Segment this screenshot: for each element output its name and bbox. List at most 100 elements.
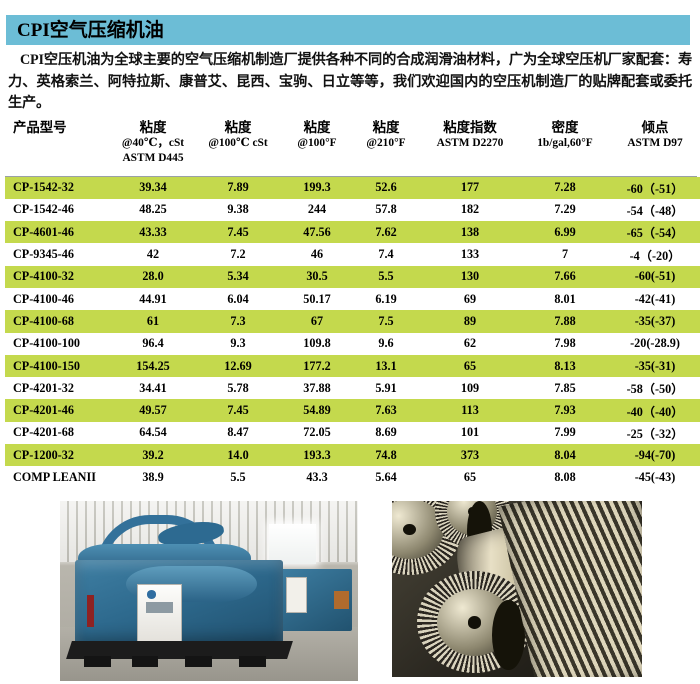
- table-cell: 8.69: [353, 421, 419, 445]
- table-cell: 177.2: [281, 354, 353, 378]
- table-cell: 109: [419, 377, 521, 400]
- table-cell: 74.8: [353, 444, 419, 467]
- table-cell: -58（-50）: [609, 377, 700, 400]
- table-cell: -94(-70): [609, 444, 700, 467]
- header-sub1-3: @100°F: [297, 136, 337, 149]
- table-row: COMP LEANII 38.9 5.5 43.3 5.64 65 8.08 -45(-43)…: [5, 466, 700, 489]
- table-cell: -42(-41): [609, 287, 700, 311]
- table-cell: 130: [419, 265, 521, 288]
- header-main-6: 密度: [551, 120, 579, 135]
- table-cell: -45(-43): [609, 466, 700, 489]
- table-row: CP-1542-46 48.25 9.38 244 57.8 182 7.29 -54（-48…: [5, 198, 700, 222]
- table-row: CP-4100-46 44.91 6.04 50.17 6.19 69 8.01 -42(-4…: [5, 287, 700, 311]
- table-row: CP-4201-32 34.41 5.78 37.88 5.91 109 7.85 -58（-…: [5, 377, 700, 400]
- table-cell: 5.78: [195, 377, 281, 400]
- table-cell: 113: [419, 399, 521, 422]
- table-cell: 96.4: [111, 332, 195, 355]
- table-cell: 54.89: [281, 399, 353, 422]
- table-cell: 30.5: [281, 265, 353, 288]
- table-cell: 133: [419, 243, 521, 266]
- header-sub1-4: @210°F: [366, 136, 406, 149]
- gears-photo: [392, 501, 642, 677]
- cell-product-model: CP-4100-68: [5, 310, 111, 333]
- cell-product-model: CP-4100-150: [5, 354, 111, 378]
- cell-product-model: CP-1542-32: [5, 176, 111, 199]
- table-cell: -65（-54）: [609, 221, 700, 244]
- table-cell: 6.04: [195, 287, 281, 311]
- table-cell: 177: [419, 176, 521, 199]
- table-cell: 50.17: [281, 287, 353, 311]
- table-cell: 7.29: [521, 198, 609, 222]
- table-cell: -60（-51）: [609, 176, 700, 199]
- table-cell: -60(-51): [609, 265, 700, 288]
- page-title: CPI空气压缩机油: [17, 19, 164, 41]
- table-cell: 37.88: [281, 377, 353, 400]
- header-cell-pour-point: 倾点 ASTM D97: [609, 118, 700, 177]
- table-cell: 5.5: [195, 466, 281, 489]
- table-cell: 7.89: [195, 176, 281, 199]
- table-cell: -25（-32）: [609, 421, 700, 445]
- cell-product-model: CP-4601-46: [5, 221, 111, 244]
- table-cell: 64.54: [111, 421, 195, 445]
- table-cell: 39.34: [111, 176, 195, 199]
- table-cell: 244: [281, 198, 353, 222]
- header-main-3: 粘度: [303, 120, 331, 135]
- cell-product-model: CP-4100-46: [5, 287, 111, 311]
- table-row: CP-4100-100 96.4 9.3 109.8 9.6 62 7.98 -20(-28.…: [5, 332, 700, 355]
- table-cell: 8.08: [521, 466, 609, 489]
- table-cell: 43.3: [281, 466, 353, 489]
- skid-foot: [185, 655, 212, 667]
- table-cell: 69: [419, 287, 521, 311]
- table-row: CP-4100-32 28.0 5.34 30.5 5.5 130 7.66 -60(-51)…: [5, 265, 700, 288]
- table-cell: 9.38: [195, 198, 281, 222]
- header-main-5: 粘度指数: [443, 120, 497, 135]
- table-cell: 7.62: [353, 221, 419, 244]
- gear-shadow-ring: [492, 599, 525, 670]
- table-cell: -35(-37): [609, 310, 700, 333]
- table-cell: 7.3: [195, 310, 281, 333]
- table-cell: 13.1: [353, 354, 419, 378]
- table-cell: 28.0: [111, 265, 195, 288]
- table-cell: 7.85: [521, 377, 609, 400]
- cell-product-model: CP-4201-32: [5, 377, 111, 400]
- gear-bore: [467, 616, 482, 629]
- table-cell: 7.66: [521, 265, 609, 288]
- cell-product-model: CP-9345-46: [5, 243, 111, 266]
- table-cell: 52.6: [353, 176, 419, 199]
- skid-foot: [238, 655, 266, 667]
- table-cell: 7.2: [195, 243, 281, 266]
- table-cell: 7.93: [521, 399, 609, 422]
- table-cell: 5.34: [195, 265, 281, 288]
- table-cell: 373: [419, 444, 521, 467]
- header-sub1-7: ASTM D97: [627, 136, 683, 149]
- table-header: 产品型号 粘度 @40℃，cSt ASTM D445 粘度 @100℃ cSt …: [5, 118, 700, 177]
- table-cell: 7.99: [521, 421, 609, 445]
- table-cell: 193.3: [281, 444, 353, 467]
- table-cell: 9.3: [195, 332, 281, 355]
- table-cell: 5.5: [353, 265, 419, 288]
- table-cell: 72.05: [281, 421, 353, 445]
- table-row: CP-1200-32 39.2 14.0 193.3 74.8 373 8.04 -94(-7…: [5, 444, 700, 467]
- table-cell: 67: [281, 310, 353, 333]
- red-pipe: [86, 594, 95, 627]
- table-cell: 44.91: [111, 287, 195, 311]
- header-main-0: 产品型号: [13, 120, 67, 135]
- page-title-banner: CPI空气压缩机油: [6, 15, 690, 45]
- cell-product-model: COMP LEANII: [5, 466, 111, 489]
- table-cell: 6.19: [353, 287, 419, 311]
- cell-product-model: CP-1200-32: [5, 444, 111, 467]
- table-row: CP-4201-68 64.54 8.47 72.05 8.69 101 7.99 -25（-…: [5, 421, 700, 445]
- secondary-control-panel: [286, 576, 308, 613]
- cell-product-model: CP-4100-32: [5, 265, 111, 288]
- table-cell: -35(-31): [609, 354, 700, 378]
- table-row: CP-4100-150 154.25 12.69 177.2 13.1 65 8.13 -35…: [5, 354, 700, 378]
- header-sub1-6: 1b/gal,60°F: [537, 136, 593, 149]
- table-cell: 138: [419, 221, 521, 244]
- table-cell: 154.25: [111, 354, 195, 378]
- table-cell: 89: [419, 310, 521, 333]
- header-sub1-5: ASTM D2270: [436, 136, 504, 149]
- header-cell-viscosity-40c: 粘度 @40℃，cSt ASTM D445: [111, 118, 195, 177]
- table-cell: 65: [419, 466, 521, 489]
- table-cell: -54（-48）: [609, 198, 700, 222]
- table-cell: 7.88: [521, 310, 609, 333]
